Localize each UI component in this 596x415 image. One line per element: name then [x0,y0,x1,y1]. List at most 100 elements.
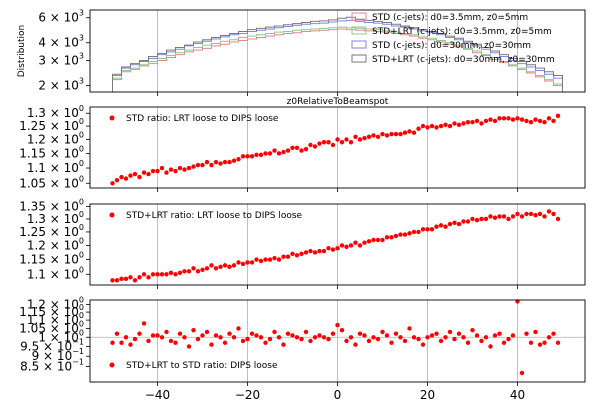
data-point [555,113,561,118]
data-point [330,247,336,252]
data-point [501,214,507,219]
data-point [533,329,538,335]
data-point [132,278,138,283]
y-tick-exponent: 0 [79,144,84,153]
data-point [114,177,120,183]
data-point [285,254,291,259]
data-point [492,215,498,220]
y-tick-label: 1.35 × 100 [19,197,84,213]
data-point [497,214,502,219]
data-point [411,130,417,135]
legend-swatch [351,54,367,63]
data-point [501,116,507,121]
data-point [335,246,340,251]
data-point [258,335,264,340]
data-point [150,168,156,174]
data-point [411,335,417,340]
y-tick-label: 1 × 100 [38,328,84,344]
data-point [411,229,417,235]
y-tick-label: 1.05 × 100 [19,174,84,190]
histogram-series-4 [112,16,563,92]
data-point [227,264,232,270]
y-tick-exponent: 0 [79,303,84,312]
data-point [222,340,228,345]
data-point [249,260,255,265]
data-point [159,335,165,340]
data-point [272,329,277,335]
data-point [227,331,232,336]
data-point [515,116,520,121]
data-point [254,333,259,338]
data-point [110,181,115,186]
data-point [267,151,273,156]
data-point [290,333,295,338]
data-point [371,237,376,243]
data-point [528,119,534,125]
data-point [335,322,340,328]
data-point [488,117,493,122]
data-point [321,248,327,254]
data-point [231,335,237,340]
data-point [263,340,268,345]
data-point [528,211,534,217]
data-point [303,250,309,255]
data-point [317,141,322,146]
data-point [159,165,165,171]
data-point [159,272,165,277]
data-point [551,211,556,217]
data-point [533,212,538,218]
data-point [407,129,412,134]
data-point [537,118,543,124]
data-point [222,263,228,268]
data-point [321,335,327,340]
data-point [308,338,313,344]
data-point [227,159,232,165]
y-tick-label: 1.15 × 100 [19,251,84,267]
data-point [438,338,444,344]
data-point [447,329,453,335]
data-point [173,340,178,345]
data-point [204,159,210,165]
data-point [461,335,466,340]
data-point [299,336,304,342]
y-tick-exponent: 0 [79,319,84,328]
data-point [380,329,385,335]
data-point [384,235,390,240]
data-point [200,267,205,273]
data-point [452,336,457,342]
data-point [326,246,331,251]
data-point [272,255,277,261]
data-point [303,147,309,152]
data-point [236,260,241,265]
data-point [119,174,124,180]
data-point [461,121,466,126]
data-point [137,331,142,336]
data-point [348,140,354,145]
data-point [123,335,129,340]
data-point [497,331,502,336]
data-point [344,137,349,142]
y-tick-exponent: −1 [72,347,84,356]
data-point [443,122,448,127]
y-tick-exponent: 0 [79,295,84,304]
data-point [389,235,394,240]
data-point [362,240,367,245]
y-tick-label: 1.15 × 100 [19,144,84,160]
legend-swatch [351,40,367,49]
data-point [213,266,219,271]
data-point [249,154,255,159]
data-point [555,340,561,345]
data-point [308,142,313,148]
data-point [456,122,462,127]
data-point [150,272,156,277]
data-point [330,142,336,148]
data-point [200,333,205,338]
data-point [551,118,556,124]
legend-swatch [351,26,367,35]
data-point [218,335,223,340]
y-tick-exponent: 0 [79,265,84,274]
data-point [209,263,214,268]
data-point [546,335,552,340]
data-point [213,333,219,338]
data-point [209,342,214,347]
